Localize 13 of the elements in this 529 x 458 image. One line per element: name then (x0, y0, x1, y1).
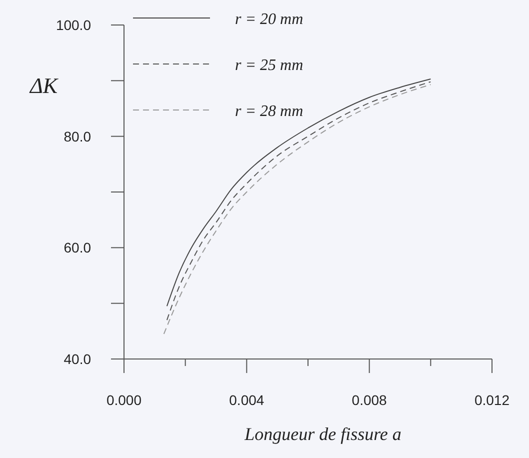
x-tick-label: 0.008 (352, 392, 388, 408)
x-tick-label: 0.000 (106, 392, 142, 408)
x-tick-label: 0.012 (474, 392, 510, 408)
y-tick-label: 100.0 (56, 17, 92, 33)
y-tick-label: 40.0 (64, 351, 92, 367)
y-tick-label: 60.0 (64, 240, 92, 256)
y-tick-label: 80.0 (64, 128, 92, 144)
legend-label: r = 25 mm (235, 57, 304, 74)
y-axis-title: ΔK (29, 73, 59, 98)
legend-label: r = 20 mm (235, 11, 304, 28)
x-tick-label: 0.004 (229, 392, 264, 408)
x-axis-title: Longueur de fissure a (244, 424, 402, 444)
legend-label: r = 28 mm (235, 103, 304, 120)
